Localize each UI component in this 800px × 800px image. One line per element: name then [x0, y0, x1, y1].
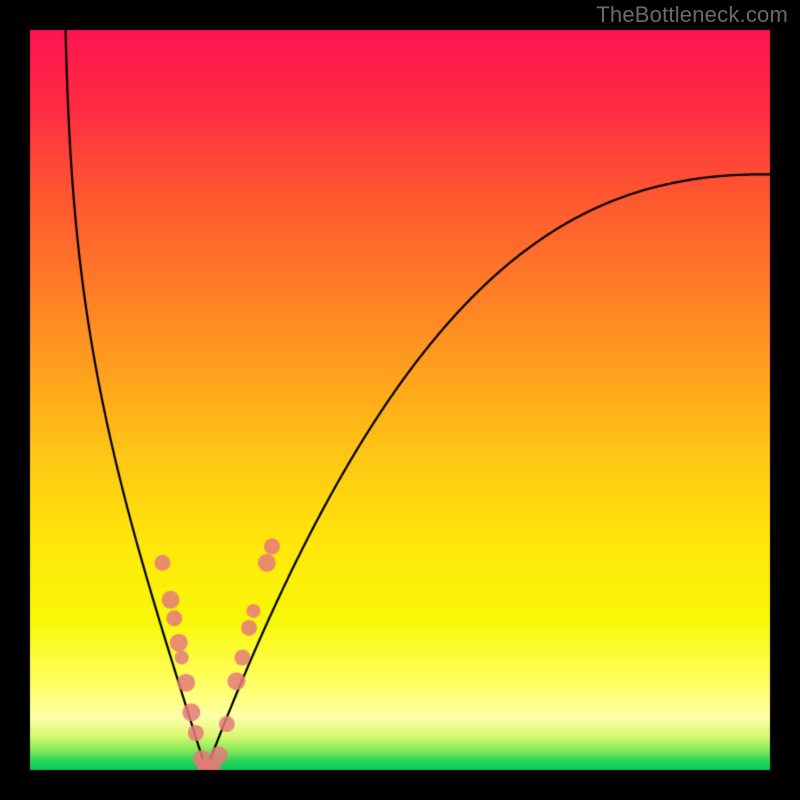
watermark-text: TheBottleneck.com [596, 2, 788, 28]
bottleneck-curve-chart [0, 0, 800, 800]
chart-container: TheBottleneck.com [0, 0, 800, 800]
